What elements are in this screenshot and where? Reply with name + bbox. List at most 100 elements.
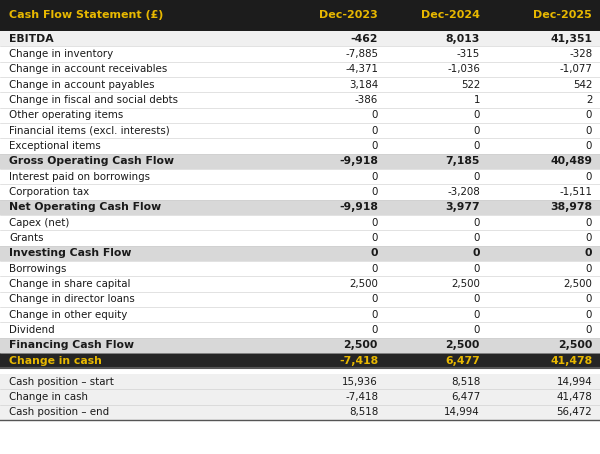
Text: Change in director loans: Change in director loans <box>9 294 135 305</box>
Bar <box>0 389 600 405</box>
Text: EBITDA: EBITDA <box>9 34 53 44</box>
Text: -9,918: -9,918 <box>339 156 378 166</box>
Text: 41,478: 41,478 <box>550 356 592 366</box>
Bar <box>0 92 600 108</box>
Bar <box>0 338 600 353</box>
Text: 0: 0 <box>371 187 378 197</box>
Text: 6,477: 6,477 <box>451 392 480 402</box>
Text: Dec-2024: Dec-2024 <box>421 10 480 20</box>
Text: Change in inventory: Change in inventory <box>9 49 113 59</box>
Text: 14,994: 14,994 <box>556 376 592 387</box>
Text: -386: -386 <box>355 95 378 105</box>
Text: 8,013: 8,013 <box>446 34 480 44</box>
Text: 0: 0 <box>586 172 592 182</box>
Text: Investing Cash Flow: Investing Cash Flow <box>9 248 131 258</box>
Text: -9,918: -9,918 <box>339 202 378 212</box>
Bar <box>0 405 600 420</box>
Bar <box>0 138 600 153</box>
Text: 0: 0 <box>473 264 480 274</box>
Text: 41,351: 41,351 <box>550 34 592 44</box>
Text: 0: 0 <box>371 310 378 320</box>
Text: -7,885: -7,885 <box>345 49 378 59</box>
Text: -1,511: -1,511 <box>559 187 592 197</box>
Bar <box>0 0 600 31</box>
Bar <box>0 215 600 230</box>
Text: 0: 0 <box>586 310 592 320</box>
Text: Financing Cash Flow: Financing Cash Flow <box>9 340 134 350</box>
Text: 0: 0 <box>371 110 378 120</box>
Text: 0: 0 <box>473 126 480 136</box>
Text: 0: 0 <box>473 325 480 335</box>
Text: 0: 0 <box>473 233 480 243</box>
Text: Gross Operating Cash Flow: Gross Operating Cash Flow <box>9 156 174 166</box>
Text: 0: 0 <box>586 110 592 120</box>
Bar <box>0 108 600 123</box>
Text: 41,478: 41,478 <box>556 392 592 402</box>
Bar <box>0 374 600 389</box>
Text: 0: 0 <box>586 294 592 305</box>
Bar <box>0 261 600 276</box>
Text: 8,518: 8,518 <box>349 407 378 417</box>
Text: Interest paid on borrowings: Interest paid on borrowings <box>9 172 150 182</box>
Text: Cash position – start: Cash position – start <box>9 376 114 387</box>
Text: 0: 0 <box>586 217 592 228</box>
Bar <box>0 77 600 92</box>
Bar <box>0 276 600 292</box>
Bar <box>0 246 600 261</box>
Text: 15,936: 15,936 <box>342 376 378 387</box>
Bar <box>0 292 600 307</box>
Text: 0: 0 <box>371 126 378 136</box>
Text: 3,977: 3,977 <box>445 202 480 212</box>
Text: Change in account receivables: Change in account receivables <box>9 64 167 74</box>
Bar <box>0 369 600 374</box>
Text: 0: 0 <box>371 233 378 243</box>
Bar <box>0 200 600 215</box>
Text: 0: 0 <box>586 141 592 151</box>
Text: Change in cash: Change in cash <box>9 392 88 402</box>
Text: 7,185: 7,185 <box>446 156 480 166</box>
Text: Change in cash: Change in cash <box>9 356 102 366</box>
Bar <box>0 31 600 46</box>
Text: 0: 0 <box>586 233 592 243</box>
Text: Change in share capital: Change in share capital <box>9 279 130 289</box>
Text: 0: 0 <box>371 172 378 182</box>
Text: 0: 0 <box>371 217 378 228</box>
Text: 2: 2 <box>586 95 592 105</box>
Text: 56,472: 56,472 <box>557 407 592 417</box>
Text: Change in account payables: Change in account payables <box>9 79 155 89</box>
Text: 0: 0 <box>371 248 378 258</box>
Text: 0: 0 <box>473 248 480 258</box>
Text: Other operating items: Other operating items <box>9 110 123 120</box>
Bar <box>0 353 600 369</box>
Bar <box>0 322 600 338</box>
Text: 0: 0 <box>371 141 378 151</box>
Text: 40,489: 40,489 <box>550 156 592 166</box>
Text: Dividend: Dividend <box>9 325 55 335</box>
Bar <box>0 123 600 138</box>
Text: 2,500: 2,500 <box>344 340 378 350</box>
Text: Cash position – end: Cash position – end <box>9 407 109 417</box>
Text: Grants: Grants <box>9 233 44 243</box>
Text: Dec-2025: Dec-2025 <box>533 10 592 20</box>
Text: 0: 0 <box>586 325 592 335</box>
Text: -3,208: -3,208 <box>447 187 480 197</box>
Text: -328: -328 <box>569 49 592 59</box>
Text: Change in other equity: Change in other equity <box>9 310 127 320</box>
Text: Net Operating Cash Flow: Net Operating Cash Flow <box>9 202 161 212</box>
Bar <box>0 153 600 169</box>
Text: -7,418: -7,418 <box>339 356 378 366</box>
Bar <box>0 62 600 77</box>
Text: 6,477: 6,477 <box>445 356 480 366</box>
Text: 0: 0 <box>473 172 480 182</box>
Text: 14,994: 14,994 <box>444 407 480 417</box>
Bar <box>0 169 600 184</box>
Text: 0: 0 <box>473 310 480 320</box>
Text: 2,500: 2,500 <box>558 340 592 350</box>
Text: 0: 0 <box>585 248 592 258</box>
Text: Capex (net): Capex (net) <box>9 217 70 228</box>
Text: 0: 0 <box>586 126 592 136</box>
Text: -1,077: -1,077 <box>559 64 592 74</box>
Text: Corporation tax: Corporation tax <box>9 187 89 197</box>
Text: 2,500: 2,500 <box>446 340 480 350</box>
Text: 0: 0 <box>473 141 480 151</box>
